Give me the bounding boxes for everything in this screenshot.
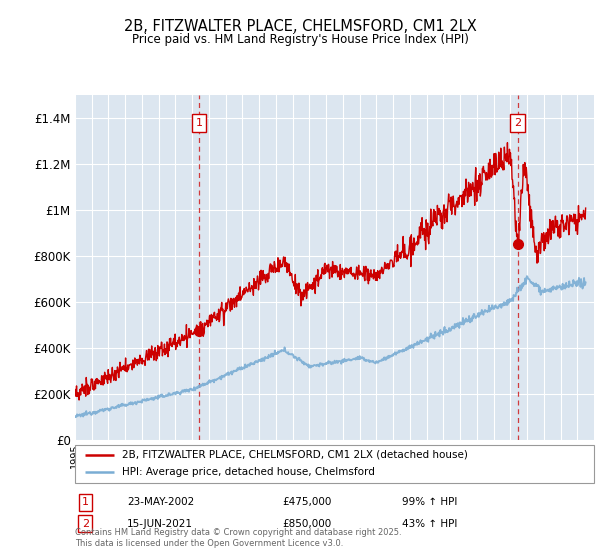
Text: 1: 1 (82, 497, 89, 507)
Text: 15-JUN-2021: 15-JUN-2021 (127, 519, 193, 529)
Text: 23-MAY-2002: 23-MAY-2002 (127, 497, 194, 507)
Text: 2: 2 (82, 519, 89, 529)
Text: £475,000: £475,000 (283, 497, 332, 507)
Text: £850,000: £850,000 (283, 519, 332, 529)
Text: 99% ↑ HPI: 99% ↑ HPI (402, 497, 457, 507)
Text: 2B, FITZWALTER PLACE, CHELMSFORD, CM1 2LX (detached house): 2B, FITZWALTER PLACE, CHELMSFORD, CM1 2L… (122, 450, 467, 460)
Text: 2B, FITZWALTER PLACE, CHELMSFORD, CM1 2LX: 2B, FITZWALTER PLACE, CHELMSFORD, CM1 2L… (124, 20, 476, 34)
Text: 2: 2 (514, 118, 521, 128)
Text: 1: 1 (196, 118, 202, 128)
Text: HPI: Average price, detached house, Chelmsford: HPI: Average price, detached house, Chel… (122, 468, 374, 478)
FancyBboxPatch shape (75, 445, 594, 483)
Text: Price paid vs. HM Land Registry's House Price Index (HPI): Price paid vs. HM Land Registry's House … (131, 32, 469, 46)
Text: Contains HM Land Registry data © Crown copyright and database right 2025.
This d: Contains HM Land Registry data © Crown c… (75, 528, 401, 548)
Text: 43% ↑ HPI: 43% ↑ HPI (402, 519, 457, 529)
